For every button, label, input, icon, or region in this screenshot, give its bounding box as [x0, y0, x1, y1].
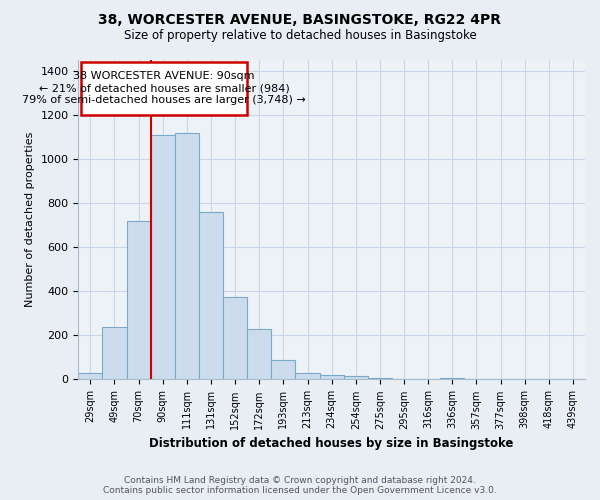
Y-axis label: Number of detached properties: Number of detached properties: [25, 132, 35, 308]
Bar: [175, 132, 199, 380]
Bar: [440, 378, 464, 380]
Bar: [223, 297, 247, 380]
Bar: [247, 329, 271, 380]
Bar: [271, 360, 295, 380]
Text: Size of property relative to detached houses in Basingstoke: Size of property relative to detached ho…: [124, 29, 476, 42]
FancyBboxPatch shape: [80, 62, 247, 115]
Text: ← 21% of detached houses are smaller (984): ← 21% of detached houses are smaller (98…: [38, 83, 289, 93]
Text: 38 WORCESTER AVENUE: 90sqm: 38 WORCESTER AVENUE: 90sqm: [73, 71, 254, 81]
Bar: [199, 212, 223, 380]
Bar: [127, 221, 151, 380]
Bar: [320, 375, 344, 380]
Bar: [344, 376, 368, 380]
Bar: [151, 135, 175, 380]
Text: Contains HM Land Registry data © Crown copyright and database right 2024.
Contai: Contains HM Land Registry data © Crown c…: [103, 476, 497, 495]
Bar: [295, 373, 320, 380]
Text: 79% of semi-detached houses are larger (3,748) →: 79% of semi-detached houses are larger (…: [22, 95, 306, 105]
Text: 38, WORCESTER AVENUE, BASINGSTOKE, RG22 4PR: 38, WORCESTER AVENUE, BASINGSTOKE, RG22 …: [98, 12, 502, 26]
Bar: [368, 378, 392, 380]
Bar: [103, 326, 127, 380]
Bar: [78, 373, 103, 380]
X-axis label: Distribution of detached houses by size in Basingstoke: Distribution of detached houses by size …: [149, 437, 514, 450]
